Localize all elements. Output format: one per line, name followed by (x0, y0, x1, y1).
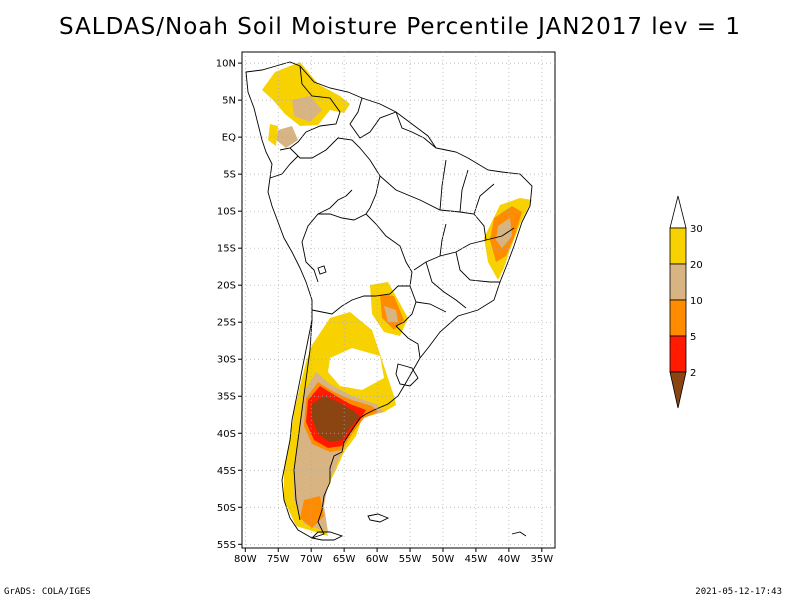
percentile-shading (262, 62, 532, 536)
lat-tick-label: 5S (223, 170, 236, 181)
lat-tick-label: 45S (217, 466, 236, 477)
lon-tick-label: 80W (234, 554, 257, 565)
legend-break-label: 20 (690, 260, 703, 271)
uruguay-outline (395, 363, 419, 387)
lon-tick-label: 55W (399, 554, 422, 565)
lat-tick-label: 40S (217, 429, 236, 440)
legend-swatch-below (669, 371, 687, 409)
coastline-borders (245, 61, 533, 541)
shade-patagonia-orange (300, 496, 324, 528)
border-bolivia-brazil (365, 213, 413, 297)
falklands (367, 513, 390, 523)
legend-break-label: 30 (690, 224, 703, 235)
shade-paraguay-tan (384, 306, 398, 322)
shade-east-brazil-tan (496, 218, 512, 248)
border-colombia-peru-brazil (289, 137, 381, 283)
continent-outline (245, 61, 533, 539)
shade-northwest-tan (292, 96, 322, 122)
shade-colombia-yellow (268, 124, 278, 146)
map-title: SALDAS/Noah Soil Moisture Percentile JAN… (59, 14, 741, 40)
border-colombia-venezuela (279, 65, 341, 151)
brazil-states (379, 159, 515, 313)
lon-tick-label: 65W (333, 554, 356, 565)
lat-tick-label: 55S (217, 540, 236, 551)
lat-tick-label: 10S (217, 207, 236, 218)
footer-software-credit: GrADS: COLA/IGES (4, 587, 91, 597)
lat-tick-label: 30S (217, 355, 236, 366)
lon-tick-label: 35W (531, 554, 554, 565)
legend-break-label: 2 (690, 368, 696, 379)
lat-tick-label: 5N (222, 96, 236, 107)
lat-tick-label: EQ (222, 133, 236, 144)
border-chile-argentina (293, 319, 313, 521)
lon-tick-label: 70W (300, 554, 323, 565)
lon-tick-label: 75W (267, 554, 290, 565)
lat-tick-label: 20S (217, 281, 236, 292)
shade-south-brown (312, 396, 360, 442)
lat-tick-label: 15S (217, 244, 236, 255)
lat-tick-label: 50S (217, 503, 236, 514)
legend-swatch (669, 263, 687, 301)
border-bolivia-paraguay (311, 295, 376, 315)
map-frame (241, 51, 556, 549)
border-venezuela-guyana (349, 97, 397, 139)
lon-tick-label: 45W (465, 554, 488, 565)
legend-break-label: 10 (690, 296, 703, 307)
lat-lon-grid (242, 52, 555, 548)
latitude-axis: 10N 5N EQ 5S 10S 15S 20S 25S 30S 35S 40S 45S 50S 55S (216, 59, 242, 551)
legend-swatch (669, 299, 687, 337)
legend-swatch-above (669, 195, 687, 229)
longitude-axis: 80W 75W 70W 65W 60W 55W 50W 45W 40W 35W (234, 548, 553, 565)
footer-timestamp: 2021-05-12-17:43 (695, 587, 782, 597)
shade-northwest-yellow (262, 62, 350, 126)
legend-swatch (669, 227, 687, 265)
legend-swatch (669, 335, 687, 373)
south-georgia (511, 531, 527, 537)
lon-tick-label: 40W (498, 554, 521, 565)
lake-titicaca (317, 265, 327, 275)
legend-break-label: 5 (690, 332, 696, 343)
border-peru-brazil-inner (317, 189, 353, 215)
lon-tick-label: 60W (366, 554, 389, 565)
lon-tick-label: 50W (432, 554, 455, 565)
border-argentina-brazil-uruguay (395, 325, 421, 359)
lat-tick-label: 35S (217, 392, 236, 403)
lat-tick-label: 25S (217, 318, 236, 329)
lat-tick-label: 10N (216, 59, 236, 70)
border-guianas (395, 111, 437, 149)
shade-pampas-white (328, 348, 384, 390)
color-legend: 30 20 10 5 2 (669, 195, 703, 409)
tierra-del-fuego (311, 531, 344, 541)
border-ecuador-peru (269, 155, 299, 179)
border-paraguay-brazil (395, 285, 417, 327)
